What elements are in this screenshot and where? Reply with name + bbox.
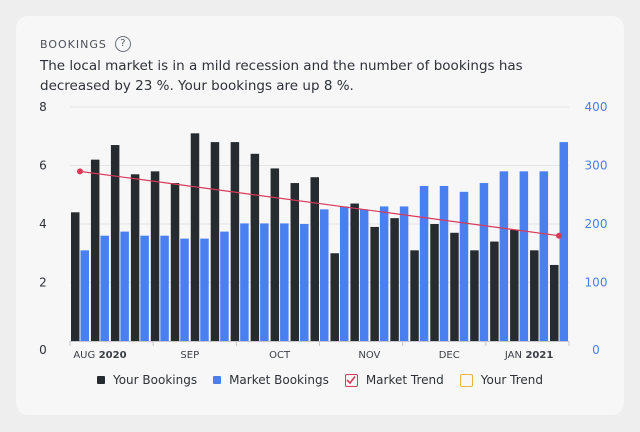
chart-legend: Your Bookings Market Bookings Market Tre… [16,373,624,387]
your-bookings-bar [170,183,180,341]
market-bookings-bar [339,206,349,341]
your-bookings-bar [270,168,280,341]
market-bookings-bar [80,250,89,341]
legend-your-trend[interactable]: Your Trend [459,373,544,387]
card-title: BOOKINGS [40,37,107,51]
market-bookings-bar [120,231,129,341]
left-axis-tick-label: 2 [39,276,47,290]
your-bookings-bar [330,253,339,341]
market-bookings-bar [359,209,369,341]
legend-market-trend-label: Market Trend [365,373,444,387]
market-bookings-bar [320,209,329,341]
x-axis-tick-label: DEC [439,350,460,361]
market-bookings-bar [140,235,149,341]
right-axis-tick-label: 400 [585,100,608,114]
legend-your-bookings-label: Your Bookings [112,373,198,387]
market-trend-end-point [556,232,563,239]
bookings-description: The local market is in a mild recession … [40,58,523,94]
legend-market-trend[interactable]: Market Trend [344,373,444,387]
your-bookings-bar [370,226,379,341]
right-axis-tick-label: 200 [585,217,608,231]
left-axis-tick-label: 4 [39,217,47,231]
your-bookings-bar [390,218,399,341]
market-bookings-bar [180,238,189,341]
market-bookings-bar [220,231,229,341]
market-bookings-bar [200,238,209,341]
legend-your-trend-label: Your Trend [480,373,544,387]
your-bookings-bar [450,232,459,341]
market-bookings-swatch [213,376,222,384]
left-axis-tick-label: 8 [39,100,47,114]
your-bookings-bar [470,250,479,341]
market-bookings-bar [419,185,429,341]
your-bookings-bar [490,241,499,341]
market-bookings-bar [519,171,529,341]
your-bookings-bar [210,142,220,341]
your-bookings-bar [350,203,359,341]
market-bookings-bar [160,235,169,341]
x-axis-tick-label: OCT [269,350,291,361]
your-bookings-bar [550,264,559,341]
market-bookings-bar [539,171,549,341]
your-bookings-bar [90,159,100,341]
market-bookings-bar [379,206,389,341]
your-bookings-bar [410,250,419,341]
x-axis-tick-label: SEP [180,350,199,361]
x-axis-tick-label: AUG 2020 [73,350,126,361]
market-trend-start-point [76,168,83,175]
right-axis-tick-label: 100 [585,276,608,290]
your-bookings-bar [310,177,319,341]
checkbox-empty-icon [459,373,473,387]
x-axis-year-label: 2020 [95,350,126,361]
legend-market-bookings-label: Market Bookings [229,373,329,387]
your-bookings-bar [70,212,80,341]
right-axis-tick-label: 300 [585,159,608,173]
market-trend-line [79,170,560,237]
x-axis-tick-label: NOV [358,350,380,361]
help-icon[interactable]: ? [114,36,131,52]
market-bookings-bar [479,183,489,341]
market-bookings-bar [260,223,269,341]
your-bookings-swatch [96,376,105,384]
your-bookings-bar [110,145,120,341]
market-bookings-bar [439,185,449,341]
market-bookings-bar [559,142,569,341]
market-bookings-bar [240,223,249,341]
your-bookings-bar [530,250,539,341]
bookings-card: BOOKINGS ? The local market is in a mild… [16,16,624,415]
your-bookings-bar [150,171,160,341]
checkmark-checked-icon [344,373,358,387]
your-bookings-bar [510,229,519,341]
legend-your-bookings[interactable]: Your Bookings [96,373,198,387]
market-bookings-bar [399,206,409,341]
x-axis-tick-label: JAN 2021 [504,350,553,361]
right-axis-tick-label: 0 [592,343,600,357]
your-bookings-bar [190,133,200,341]
card-header: BOOKINGS ? [40,36,131,52]
legend-market-bookings[interactable]: Market Bookings [213,373,329,387]
market-bookings-bar [300,224,309,341]
your-bookings-bar [130,174,140,341]
bookings-chart: 0 2 4 6 8 0 100 200 300 400 AUG 2020 SEP OCT NOV DEC JA… [39,100,608,361]
your-bookings-bar [250,153,260,341]
your-bookings-bar [430,224,439,341]
x-axis-year-label: 2021 [522,350,553,361]
market-bookings-bar [499,171,509,341]
your-bookings-bar [290,183,300,341]
market-bookings-bar [459,191,469,341]
your-bookings-bar [230,142,240,341]
left-axis-tick-label: 0 [39,343,47,357]
market-bookings-bar [100,235,109,341]
market-bookings-bar [280,223,289,341]
left-axis-tick-label: 6 [39,159,47,173]
